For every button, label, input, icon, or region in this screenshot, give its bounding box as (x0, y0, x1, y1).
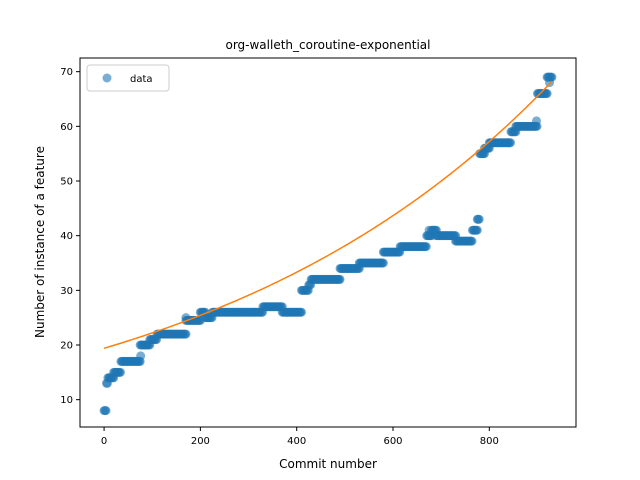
x-tick-label: 600 (383, 436, 402, 447)
fit-line-group (103, 80, 553, 349)
chart-title: org-walleth_coroutine-exponential (225, 38, 430, 52)
y-tick-label: 40 (60, 231, 73, 242)
data-point (181, 329, 191, 339)
data-points (99, 72, 557, 416)
data-point (467, 236, 477, 246)
data-point (115, 367, 125, 377)
legend-label-data: data (130, 74, 153, 85)
x-axis-label: Commit number (279, 457, 377, 471)
x-tick-label: 200 (191, 436, 210, 447)
data-point (378, 258, 388, 268)
data-point (335, 274, 345, 284)
y-axis-label: Number of instance of a feature (33, 146, 47, 338)
legend-marker (102, 73, 112, 83)
data-point (474, 214, 484, 224)
y-tick-label: 60 (60, 122, 73, 133)
plot-area (80, 58, 576, 427)
y-tick-label: 50 (60, 177, 73, 188)
legend: data (86, 64, 170, 92)
y-tick-label: 30 (60, 286, 73, 297)
data-point (506, 138, 516, 148)
fit-line (103, 80, 553, 349)
plot-frame (79, 57, 577, 428)
x-tick-label: 400 (287, 436, 306, 447)
data-point (297, 307, 307, 317)
x-tick-label: 800 (480, 436, 499, 447)
data-point (542, 89, 552, 99)
y-axis-ticks: 10 20 30 40 50 60 70 (60, 67, 80, 406)
data-point (136, 351, 146, 361)
data-point (101, 406, 111, 416)
y-tick-label: 20 (60, 341, 73, 352)
data-point (472, 225, 482, 235)
data-point (424, 225, 434, 235)
data-point (545, 78, 555, 88)
legend-box (86, 64, 170, 92)
x-axis-ticks: 0 200 400 600 800 (101, 427, 499, 447)
data-point (532, 116, 542, 126)
y-tick-label: 10 (60, 395, 73, 406)
x-tick-label: 0 (101, 436, 107, 447)
data-point (421, 242, 431, 252)
y-tick-label: 70 (60, 67, 73, 78)
